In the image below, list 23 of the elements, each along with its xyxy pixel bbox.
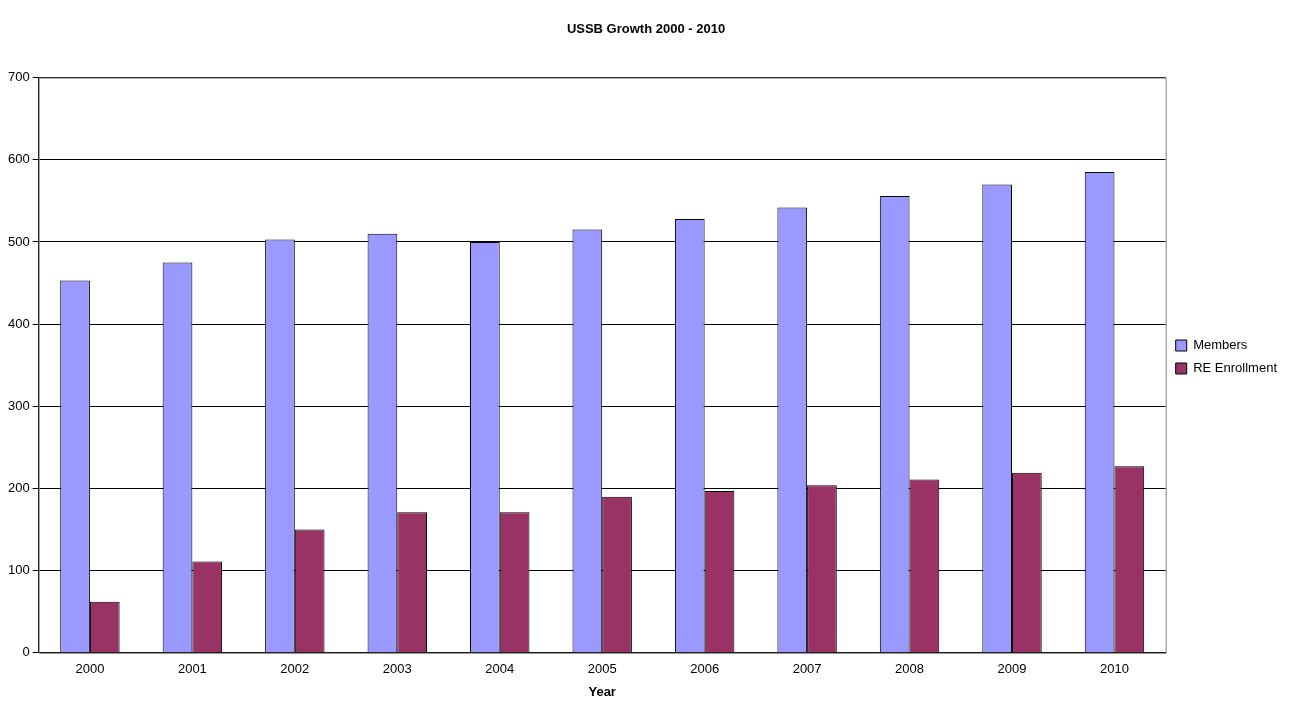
x-tick-label: 2003 <box>382 661 412 677</box>
x-tick-label: 2004 <box>485 661 515 677</box>
x-tick-label: 2007 <box>792 661 822 677</box>
x-tick-label: 2009 <box>997 661 1027 677</box>
legend-label: Members <box>1193 337 1248 353</box>
x-tick-label: 2008 <box>895 661 925 677</box>
y-tick-label: 300 <box>7 397 30 413</box>
y-tick-label: 0 <box>22 644 30 660</box>
y-tick-label: 600 <box>7 151 30 167</box>
x-tick-label: 2010 <box>1100 661 1129 677</box>
y-tick-label: 400 <box>7 315 30 331</box>
chart-title: USSB Growth 2000 - 2010 <box>566 21 726 37</box>
y-tick-label: 700 <box>7 69 30 85</box>
x-tick-label: 2002 <box>280 661 310 677</box>
y-tick-label: 200 <box>7 480 30 496</box>
x-tick-label: 2006 <box>690 661 720 677</box>
x-axis-title: Year <box>588 683 616 699</box>
x-tick-label: 2001 <box>177 661 207 677</box>
y-tick-label: 500 <box>7 233 30 249</box>
x-tick-label: 2000 <box>75 661 105 677</box>
legend-label: RE Enrollment <box>1193 360 1278 376</box>
y-tick-label: 100 <box>7 562 30 578</box>
x-tick-label: 2005 <box>587 661 617 677</box>
